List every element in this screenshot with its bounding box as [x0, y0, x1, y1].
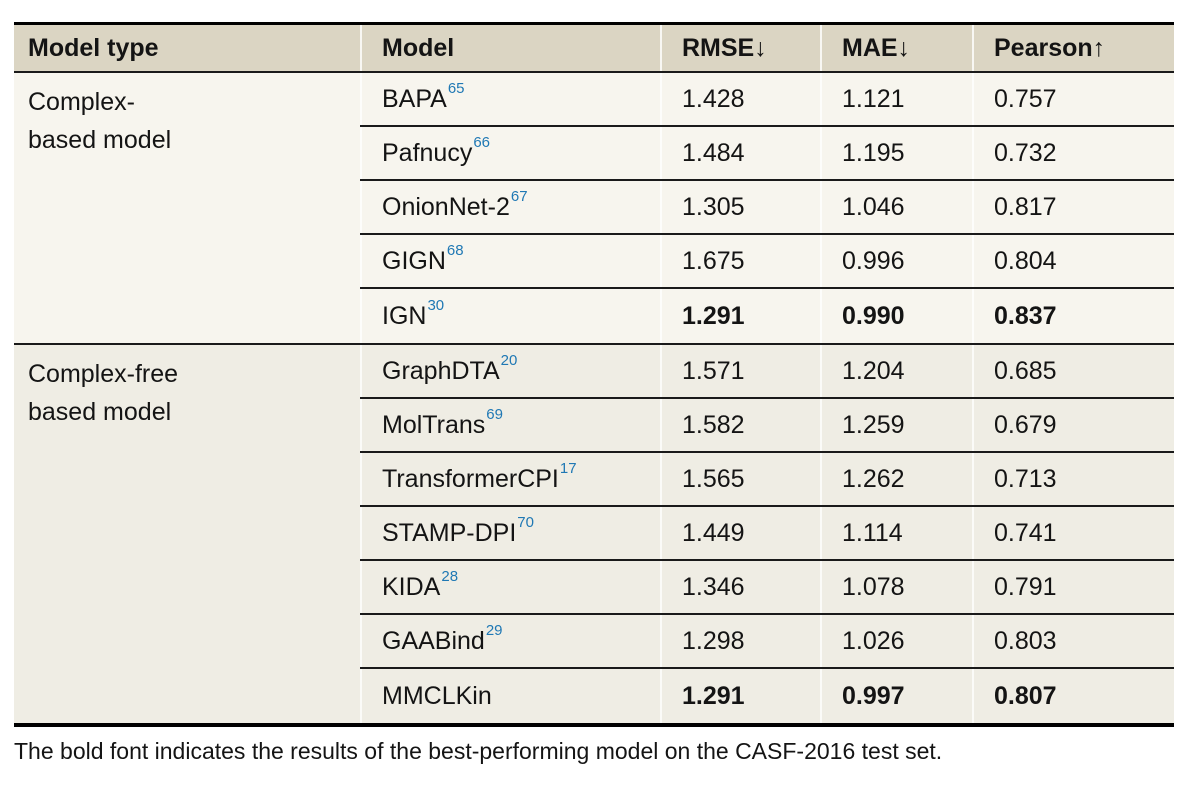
table-row: BAPA 65 1.428 1.121 0.757 [360, 73, 1174, 127]
pearson-cell: 0.807 [972, 669, 1174, 723]
header-mae: MAE↓ [820, 25, 972, 71]
model-name: KIDA [382, 572, 441, 601]
model-name: IGN [382, 301, 427, 330]
model-name: MolTrans [382, 410, 486, 439]
mae-cell: 1.262 [820, 453, 972, 505]
rmse-cell: 1.298 [660, 615, 820, 667]
mae-cell: 1.121 [820, 73, 972, 125]
rmse-cell: 1.428 [660, 73, 820, 125]
header-rmse: RMSE↓ [660, 25, 820, 71]
pearson-cell: 0.713 [972, 453, 1174, 505]
model-name-cell: OnionNet-2 67 [360, 181, 660, 233]
mae-cell: 1.204 [820, 345, 972, 397]
model-name-cell: MolTrans 69 [360, 399, 660, 451]
group-complex-free: Complex-free based model GraphDTA 20 1.57… [14, 345, 1174, 723]
model-type-complex-based: Complex- based model [14, 73, 360, 343]
rmse-cell: 1.484 [660, 127, 820, 179]
model-name: TransformerCPI [382, 464, 559, 493]
mae-cell: 0.997 [820, 669, 972, 723]
table-footnote: The bold font indicates the results of t… [14, 738, 943, 764]
mae-cell: 0.990 [820, 289, 972, 343]
pearson-cell: 0.685 [972, 345, 1174, 397]
model-name: GIGN [382, 246, 446, 275]
model-name-cell: GAABind 29 [360, 615, 660, 667]
rmse-cell: 1.291 [660, 669, 820, 723]
pearson-cell: 0.732 [972, 127, 1174, 179]
model-name: Pafnucy [382, 138, 473, 167]
table-row-best: MMCLKin 1.291 0.997 0.807 [360, 669, 1174, 723]
table-row: Pafnucy 66 1.484 1.195 0.732 [360, 127, 1174, 181]
model-name-cell: Pafnucy 66 [360, 127, 660, 179]
model-type-line: Complex-free [28, 360, 179, 388]
table-row: OnionNet-2 67 1.305 1.046 0.817 [360, 181, 1174, 235]
model-type-line: based model [28, 126, 172, 154]
header-model-type: Model type [28, 33, 159, 62]
model-name-cell: IGN 30 [360, 289, 660, 343]
rmse-cell: 1.346 [660, 561, 820, 613]
table-row: MolTrans 69 1.582 1.259 0.679 [360, 399, 1174, 453]
rmse-cell: 1.449 [660, 507, 820, 559]
table-header-row: Model type Model RMSE↓ MAE↓ Pearson↑ [14, 25, 1174, 73]
table-row: STAMP-DPI 70 1.449 1.114 0.741 [360, 507, 1174, 561]
mae-cell: 1.078 [820, 561, 972, 613]
group-rows: BAPA 65 1.428 1.121 0.757 Pafnucy 66 1.484… [360, 73, 1174, 343]
model-name: OnionNet-2 [382, 192, 510, 221]
model-type-line: based model [28, 398, 172, 426]
table-row: TransformerCPI 17 1.565 1.262 0.713 [360, 453, 1174, 507]
model-name-cell: TransformerCPI 17 [360, 453, 660, 505]
rmse-cell: 1.565 [660, 453, 820, 505]
model-name-cell: KIDA 28 [360, 561, 660, 613]
model-name: GAABind [382, 626, 485, 655]
model-type-complex-free: Complex-free based model [14, 345, 360, 723]
pearson-cell: 0.791 [972, 561, 1174, 613]
pearson-cell: 0.679 [972, 399, 1174, 451]
header-model: Model [360, 25, 660, 71]
pearson-cell: 0.804 [972, 235, 1174, 287]
model-name: STAMP-DPI [382, 518, 517, 547]
mae-cell: 1.046 [820, 181, 972, 233]
model-name: GraphDTA [382, 356, 500, 385]
mae-cell: 0.996 [820, 235, 972, 287]
model-type-line: Complex- [28, 88, 135, 116]
rmse-cell: 1.305 [660, 181, 820, 233]
table-row-best: IGN 30 1.291 0.990 0.837 [360, 289, 1174, 343]
model-name-cell: BAPA 65 [360, 73, 660, 125]
pearson-cell: 0.757 [972, 73, 1174, 125]
rmse-cell: 1.571 [660, 345, 820, 397]
mae-cell: 1.195 [820, 127, 972, 179]
model-name-cell: STAMP-DPI 70 [360, 507, 660, 559]
pearson-cell: 0.741 [972, 507, 1174, 559]
rmse-cell: 1.291 [660, 289, 820, 343]
model-name-cell: MMCLKin [360, 669, 660, 723]
table-row: GAABind 29 1.298 1.026 0.803 [360, 615, 1174, 669]
pearson-cell: 0.837 [972, 289, 1174, 343]
table-row: GraphDTA 20 1.571 1.204 0.685 [360, 345, 1174, 399]
header-pearson: Pearson↑ [972, 25, 1174, 71]
rmse-cell: 1.675 [660, 235, 820, 287]
pearson-cell: 0.817 [972, 181, 1174, 233]
mae-cell: 1.026 [820, 615, 972, 667]
pearson-cell: 0.803 [972, 615, 1174, 667]
model-name: BAPA [382, 84, 447, 113]
model-name: MMCLKin [382, 681, 492, 710]
rmse-cell: 1.582 [660, 399, 820, 451]
mae-cell: 1.114 [820, 507, 972, 559]
group-rows: GraphDTA 20 1.571 1.204 0.685 MolTrans 69 … [360, 345, 1174, 723]
table-row: KIDA 28 1.346 1.078 0.791 [360, 561, 1174, 615]
model-name-cell: GIGN 68 [360, 235, 660, 287]
results-table: Model type Model RMSE↓ MAE↓ Pearson↑ Com… [14, 22, 1174, 727]
table-row: GIGN 68 1.675 0.996 0.804 [360, 235, 1174, 289]
model-name-cell: GraphDTA 20 [360, 345, 660, 397]
group-complex-based: Complex- based model BAPA 65 1.428 1.121 … [14, 73, 1174, 345]
mae-cell: 1.259 [820, 399, 972, 451]
